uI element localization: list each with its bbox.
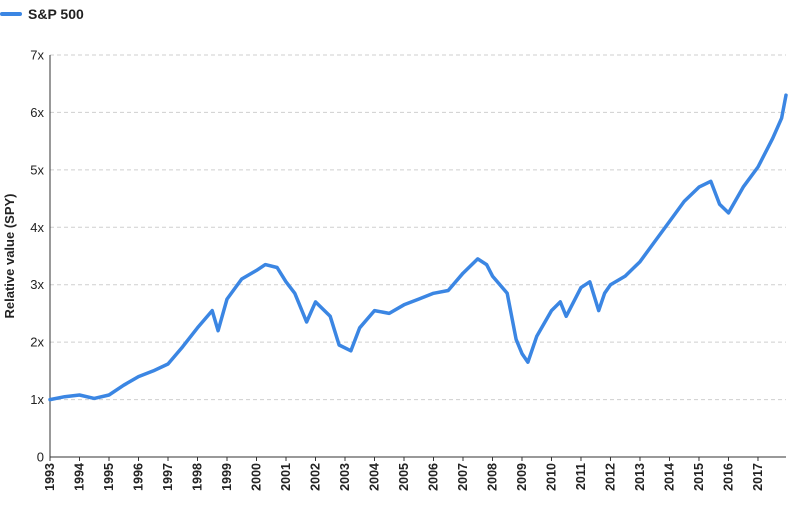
x-tick-label: 2011 <box>574 463 588 490</box>
y-tick-label: 6x <box>30 105 44 120</box>
x-tick-label: 2002 <box>308 463 322 491</box>
y-tick-label: 5x <box>30 162 44 177</box>
y-tick-label: 0 <box>37 450 44 465</box>
x-tick-label: 2015 <box>692 463 706 491</box>
x-tick-label: 1995 <box>102 463 116 491</box>
y-axis-label: Relative value (SPY) <box>2 194 17 319</box>
x-tick-label: 1994 <box>72 463 86 491</box>
x-tick-label: 2008 <box>485 463 499 491</box>
y-tick-label: 7x <box>30 48 44 63</box>
y-tick-label: 3x <box>30 277 44 292</box>
x-tick-label: 1997 <box>161 463 175 491</box>
x-tick-label: 1996 <box>131 463 145 491</box>
y-tick-label: 4x <box>30 220 44 235</box>
x-tick-label: 2001 <box>279 463 293 491</box>
x-tick-label: 1999 <box>220 463 234 491</box>
series-lines <box>48 93 788 402</box>
y-tick-label: 1x <box>30 392 44 407</box>
grid-lines <box>50 54 786 401</box>
x-tick-label: 2004 <box>367 463 381 491</box>
y-tick-label: 2x <box>30 335 44 350</box>
legend-label-sp500: S&P 500 <box>28 6 84 22</box>
legend-swatch-sp500 <box>0 12 22 16</box>
x-tick-label: 1993 <box>43 463 57 491</box>
x-tick-label: 2007 <box>456 463 470 491</box>
legend: S&P 500 <box>0 6 84 22</box>
x-axis-tick-labels: 1993 1994 1995 1996 1997 1998 1999 2000 2001 2002… <box>43 463 765 491</box>
axes <box>49 55 786 461</box>
x-tick-label: 2013 <box>633 463 647 491</box>
x-tick-label: 2006 <box>426 463 440 491</box>
x-tick-label: 2005 <box>397 463 411 491</box>
x-tick-label: 2017 <box>751 463 765 491</box>
x-tick-label: 2016 <box>721 463 735 491</box>
x-tick-label: 1998 <box>190 463 204 491</box>
x-tick-label: 2014 <box>662 463 676 491</box>
x-tick-label: 2000 <box>249 463 263 491</box>
y-axis-tick-labels: 0 1x 2x 3x 4x 5x 6x 7x <box>30 48 44 465</box>
series-line-sp500 <box>48 93 788 402</box>
x-tick-label: 2010 <box>544 463 558 491</box>
x-tick-label: 2012 <box>603 463 617 491</box>
x-tick-label: 2009 <box>515 463 529 491</box>
x-tick-label: 2003 <box>338 463 352 491</box>
